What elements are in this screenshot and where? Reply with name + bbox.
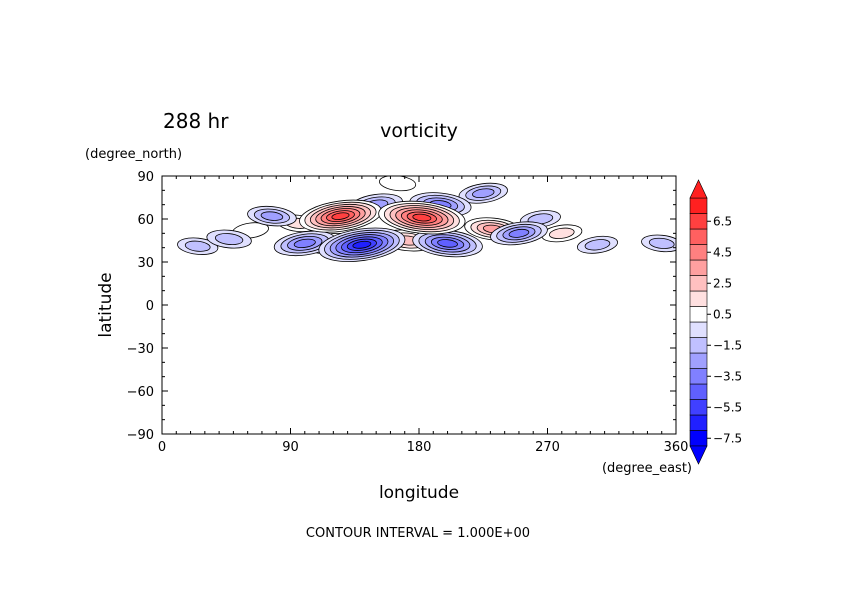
colorbar-top-arrow <box>689 179 708 199</box>
y-tick-label: 0 <box>146 299 154 314</box>
y-tick-label: −90 <box>127 428 154 443</box>
colorbar-tick-label: −7.5 <box>713 431 742 445</box>
x-tick-label: 180 <box>407 440 432 455</box>
colorbar-tick-label: −3.5 <box>713 369 742 383</box>
colorbar-segment <box>689 197 708 214</box>
chart-title: vorticity <box>380 120 458 142</box>
colorbar-segment <box>689 399 708 416</box>
x-unit-label: (degree_east) <box>602 461 692 476</box>
colorbar-bottom-arrow <box>689 445 708 465</box>
contour-line <box>260 211 284 221</box>
colorbar-tick-label: 6.5 <box>713 214 732 228</box>
contour-line <box>184 240 211 252</box>
colorbar-segment <box>689 414 708 431</box>
vortex-feature <box>378 200 466 235</box>
colorbar-segment <box>689 213 708 230</box>
colorbar-segment <box>689 352 708 369</box>
axis-ticks <box>161 175 677 435</box>
x-tick-label: 270 <box>535 440 560 455</box>
contour-line <box>293 238 316 248</box>
x-tick-label: 90 <box>282 440 299 455</box>
contour-line <box>331 212 350 220</box>
vortex-feature <box>641 234 676 253</box>
contour-line <box>508 228 530 238</box>
vortex-feature <box>576 235 619 254</box>
vortex-feature <box>247 205 297 227</box>
contour-line <box>412 213 432 222</box>
contour-line <box>214 233 244 246</box>
colorbar-tick-label: 4.5 <box>713 245 732 259</box>
y-tick-label: 90 <box>137 170 154 185</box>
colorbar-segment <box>689 306 708 323</box>
colorbar-segment <box>689 383 708 400</box>
y-unit-label: (degree_north) <box>85 147 182 162</box>
colorbar-segment <box>689 368 708 385</box>
y-tick-labels: 90 60 30 0 −30 −60 −90 <box>127 170 154 443</box>
contour-interval-note: CONTOUR INTERVAL = 1.000E+00 <box>306 526 530 541</box>
colorbar-tick-label: 0.5 <box>713 307 732 321</box>
vortex-feature <box>273 230 336 257</box>
colorbar-segment <box>689 259 708 276</box>
contour-line <box>437 239 458 248</box>
contour-line <box>584 239 611 251</box>
contour-line <box>472 188 495 199</box>
colorbar-segment <box>689 244 708 261</box>
colorbar-segment <box>689 228 708 245</box>
colorbar-tick-label: 2.5 <box>713 276 732 290</box>
vortex-feature <box>206 229 252 249</box>
vortex-feature <box>379 176 417 192</box>
vortex-feature <box>490 221 548 246</box>
colorbar-segment <box>689 321 708 338</box>
colorbar <box>689 179 708 465</box>
x-tick-label: 0 <box>158 440 166 455</box>
vortex-feature <box>299 199 382 233</box>
vortex-feature <box>412 229 483 258</box>
vortex-feature <box>177 237 219 255</box>
colorbar-segment <box>689 290 708 307</box>
contour-line <box>379 176 417 192</box>
y-tick-label: 30 <box>137 256 154 271</box>
colorbar-tick-label: −1.5 <box>713 338 742 352</box>
colorbar-segment <box>689 430 708 447</box>
colorbar-segment <box>689 337 708 354</box>
y-axis-label: latitude <box>96 272 116 337</box>
contour-field <box>177 176 676 262</box>
colorbar-tick-label: −5.5 <box>713 400 742 414</box>
vortex-feature <box>541 224 583 243</box>
vortex-feature <box>458 182 508 204</box>
x-axis-label: longitude <box>379 483 459 503</box>
contour-line <box>548 227 575 239</box>
contour-line <box>648 237 675 249</box>
time-label: 288 hr <box>163 109 229 133</box>
contour-line <box>352 240 372 249</box>
colorbar-segment <box>689 275 708 292</box>
x-tick-label: 360 <box>664 440 689 455</box>
vortex-feature <box>318 227 406 262</box>
y-tick-label: 60 <box>137 213 154 228</box>
y-tick-label: −30 <box>127 342 154 357</box>
colorbar-tick-labels: 6.5 4.5 2.5 0.5 −1.5 −3.5 −5.5 −7.5 <box>707 214 742 445</box>
x-tick-labels: 0 90 180 270 360 <box>158 440 689 455</box>
y-tick-label: −60 <box>127 385 154 400</box>
